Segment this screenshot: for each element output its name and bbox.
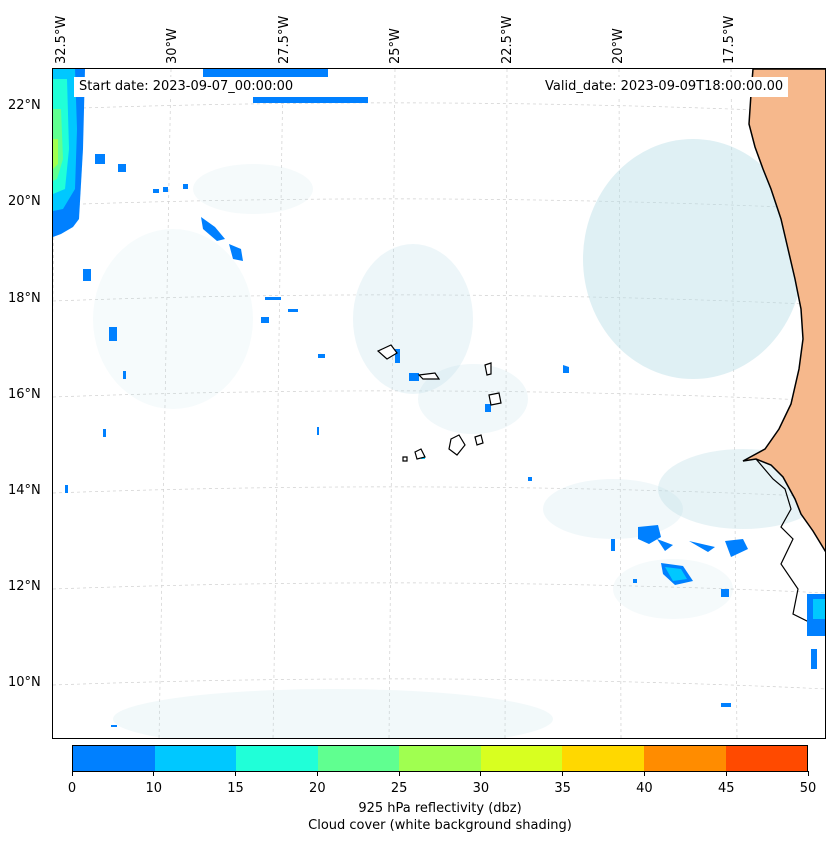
- colorbar-tick: [398, 771, 400, 776]
- lon-label-20w: 20°W: [611, 28, 626, 64]
- colorbar-segment: [73, 746, 155, 771]
- lat-label-12n: 12°N: [8, 579, 41, 594]
- lon-label-30w: 30°W: [165, 28, 180, 64]
- reflectivity-light: [421, 455, 825, 619]
- lat-label-10n: 10°N: [8, 675, 41, 690]
- colorbar-label: 925 hPa reflectivity (dbz): [358, 801, 522, 816]
- colorbar-segment: [480, 746, 563, 771]
- lon-label-17-5w: 17.5°W: [722, 15, 737, 64]
- colorbar-tick: [480, 771, 482, 776]
- colorbar-tick: [807, 771, 809, 776]
- colorbar-tick: [643, 771, 645, 776]
- colorbar-tick: [71, 771, 73, 776]
- map-canvas: [53, 69, 825, 738]
- coastline-senegal: [755, 458, 825, 636]
- lon-label-25w: 25°W: [388, 28, 403, 64]
- colorbar-tick: [725, 771, 727, 776]
- africa-landmass: [742, 69, 825, 553]
- colorbar-tick: [562, 771, 564, 776]
- lon-label-22-5w: 22.5°W: [500, 15, 515, 64]
- colorbar-segment: [154, 746, 237, 771]
- colorbar-tick-label: 10: [145, 781, 163, 796]
- graticule: [53, 69, 825, 738]
- colorbar-segment: [236, 746, 318, 771]
- colorbar-segment: [399, 746, 481, 771]
- cloud-cover: [93, 139, 825, 738]
- colorbar-tick: [235, 771, 237, 776]
- colorbar-segment: [562, 746, 644, 771]
- lat-label-22n: 22°N: [8, 98, 41, 113]
- colorbar-sublabel: Cloud cover (white background shading): [308, 818, 572, 833]
- colorbar-tick-label: 0: [67, 781, 77, 796]
- lon-label-27-5w: 27.5°W: [277, 15, 292, 64]
- map-panel[interactable]: [52, 68, 826, 739]
- lat-label-18n: 18°N: [8, 291, 41, 306]
- colorbar-tick: [153, 771, 155, 776]
- colorbar-tick-label: 20: [309, 781, 326, 796]
- colorbar-tick-label: 50: [799, 781, 817, 796]
- colorbar-segment: [643, 746, 726, 771]
- lat-label-16n: 16°N: [8, 387, 41, 402]
- colorbar-segment: [317, 746, 400, 771]
- cape-verde-islands: [376, 344, 502, 462]
- start-date-label: Start date: 2023-09-07_00:00:00: [74, 77, 299, 97]
- colorbar-tick-label: 40: [636, 781, 653, 796]
- lat-label-20n: 20°N: [8, 194, 41, 209]
- colorbar-tick-label: 30: [472, 781, 490, 796]
- valid-date-label: Valid_date: 2023-09-09T18:00:00.00: [540, 77, 789, 97]
- colorbar-tick-label: 35: [554, 781, 571, 796]
- reflectivity-west-edge: [53, 69, 368, 237]
- colorbar-segment: [725, 746, 808, 771]
- colorbar-tick-label: 15: [227, 781, 244, 796]
- colorbar-tick-label: 25: [390, 781, 408, 796]
- colorbar-tick: [316, 771, 318, 776]
- lat-label-14n: 14°N: [8, 483, 41, 498]
- reflectivity-colorbar: [72, 745, 808, 772]
- colorbar-tick-label: 45: [717, 781, 735, 796]
- lon-label-32-5w: 32.5°W: [54, 15, 69, 64]
